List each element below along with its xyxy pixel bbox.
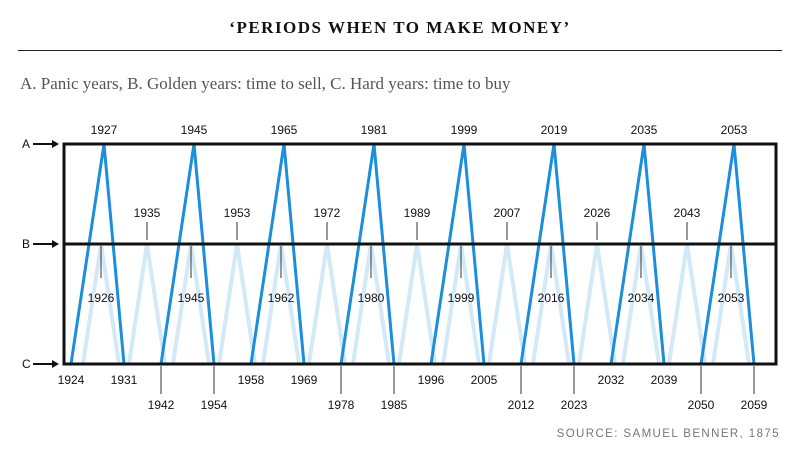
level-label-c: C	[22, 357, 31, 371]
good-year-label: 1935	[134, 206, 161, 220]
good-times-triangle	[307, 243, 347, 365]
chart-title: ‘PERIODS WHEN TO MAKE MONEY’	[229, 18, 571, 37]
peak-year-label: 2035	[631, 123, 658, 137]
good-times-triangle	[127, 243, 167, 365]
inner-year-label: 1999	[448, 291, 475, 305]
good-times-triangle	[487, 243, 527, 365]
end-year-label: 1931	[111, 373, 138, 387]
end-year-label: 2039	[651, 373, 678, 387]
start-year-label: 1942	[148, 398, 175, 412]
good-times-triangle	[397, 243, 437, 365]
inner-year-label: 1962	[268, 291, 295, 305]
peak-year-label: 1999	[451, 123, 478, 137]
chart-subtitle: A. Panic years, B. Golden years: time to…	[20, 74, 511, 93]
source-note: SOURCE: SAMUEL BENNER, 1875	[556, 428, 780, 440]
end-year-label: 2005	[471, 373, 498, 387]
inner-year-label: 1980	[358, 291, 385, 305]
level-label-b: B	[22, 237, 30, 251]
start-year-label: 1978	[328, 398, 355, 412]
start-year-label: 1958	[238, 373, 265, 387]
peak-year-label: 1981	[361, 123, 388, 137]
peak-year-label: 1965	[271, 123, 298, 137]
good-year-label: 2026	[584, 206, 611, 220]
inner-year-label: 1945	[178, 291, 205, 305]
start-year-label: 1996	[418, 373, 445, 387]
good-year-label: 2043	[674, 206, 701, 220]
title-rule-bottom	[18, 50, 782, 51]
inner-year-label: 2034	[628, 291, 655, 305]
start-year-label: 2050	[688, 398, 715, 412]
good-year-label: 1953	[224, 206, 251, 220]
peak-year-label: 2053	[721, 123, 748, 137]
level-arrow-head	[52, 360, 59, 368]
level-arrow-head	[52, 240, 59, 248]
peak-year-label: 1945	[181, 123, 208, 137]
inner-year-label: 2053	[718, 291, 745, 305]
good-times-triangle	[217, 243, 257, 365]
end-year-label: 2059	[741, 398, 768, 412]
peak-year-label: 1927	[91, 123, 118, 137]
level-arrow-head	[52, 140, 59, 148]
chart-frame	[62, 142, 778, 366]
start-year-label: 2032	[598, 373, 625, 387]
end-year-label: 2023	[561, 398, 588, 412]
good-year-label: 1972	[314, 206, 341, 220]
good-times-triangle	[667, 243, 707, 365]
end-year-label: 1954	[201, 398, 228, 412]
peak-year-label: 2019	[541, 123, 568, 137]
good-year-label: 2007	[494, 206, 521, 220]
good-times-triangle	[577, 243, 617, 365]
level-label-a: A	[22, 137, 30, 151]
good-year-label: 1989	[404, 206, 431, 220]
inner-year-label: 1926	[88, 291, 115, 305]
start-year-label: 1924	[58, 373, 85, 387]
start-year-label: 2012	[508, 398, 535, 412]
inner-year-label: 2016	[538, 291, 565, 305]
end-year-label: 1969	[291, 373, 318, 387]
end-year-label: 1985	[381, 398, 408, 412]
